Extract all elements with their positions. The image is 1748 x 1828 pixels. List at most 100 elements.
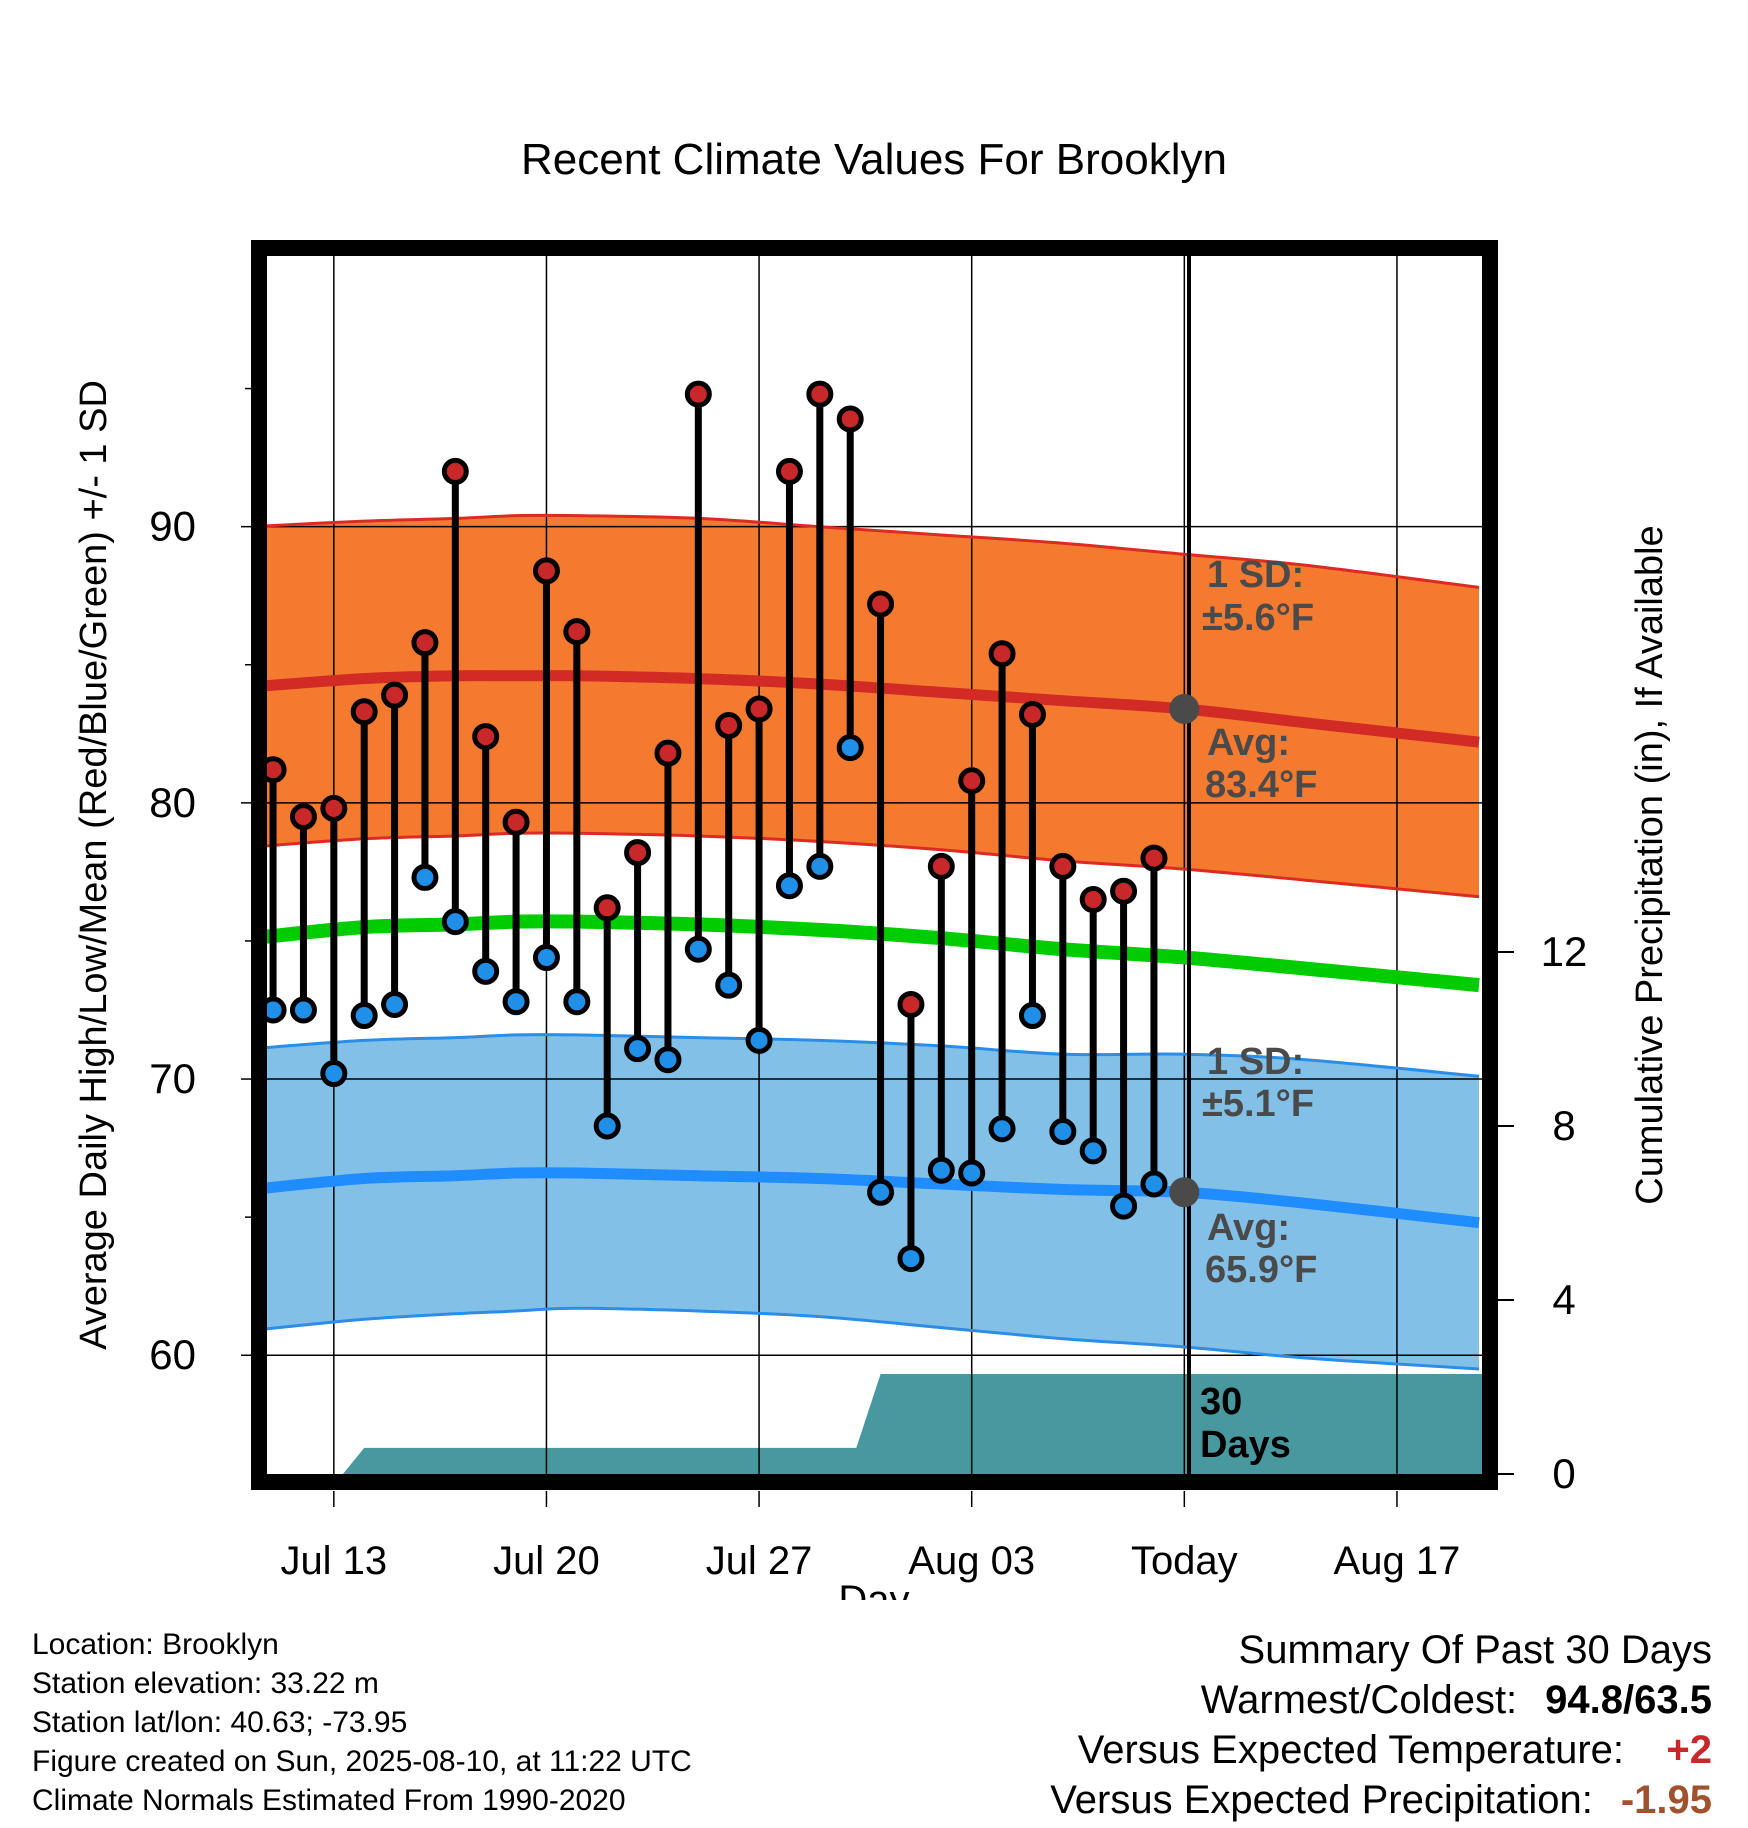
annotations: 1 SD: ±5.6°F Avg: 83.4°F 1 SD: ±5.1°F Av… — [1200, 554, 1317, 1466]
low-point — [1018, 1002, 1046, 1030]
daily-stems — [269, 394, 1158, 1259]
precip-fill — [267, 1374, 1482, 1474]
x-axis-label: Day — [838, 1578, 909, 1600]
high-point — [411, 629, 439, 657]
low-point — [593, 1112, 621, 1140]
y2-tick-label: 12 — [1541, 928, 1588, 975]
days-label-2: Days — [1200, 1424, 1291, 1466]
low-point — [350, 1002, 378, 1030]
low-point — [441, 908, 469, 936]
elevation-text: Station elevation: 33.22 m — [32, 1667, 379, 1700]
created-text: Figure created on Sun, 2025-08-10, at 11… — [32, 1745, 692, 1778]
latlon-text: Station lat/lon: 40.63; -73.95 — [32, 1706, 408, 1739]
y2-axis-ticks: 0 4 8 12 — [1498, 928, 1587, 1497]
high-point — [836, 405, 864, 433]
low-point — [1079, 1137, 1107, 1165]
high-point — [320, 794, 348, 822]
precip-row: Versus Expected Precipitation: -1.95 — [1050, 1778, 1712, 1828]
low-point — [897, 1245, 925, 1273]
high-sd-band — [267, 515, 1479, 897]
high-avg-label: Avg: — [1207, 722, 1290, 764]
y2-tick-label: 0 — [1552, 1450, 1575, 1497]
high-point — [654, 739, 682, 767]
low-point — [320, 1060, 348, 1088]
low-lower-line — [267, 1306, 1480, 1371]
high-point — [624, 839, 652, 867]
low-point — [836, 734, 864, 762]
high-point — [502, 808, 530, 836]
temp-row: Versus Expected Temperature: +2 — [1050, 1728, 1712, 1778]
y2-tick-label: 4 — [1552, 1276, 1575, 1323]
precip-value: -1.95 — [1620, 1778, 1712, 1822]
summary-title: Summary Of Past 30 Days — [1238, 1628, 1712, 1672]
high-point — [684, 380, 712, 408]
low-point — [289, 996, 317, 1024]
daily-dots — [259, 380, 1168, 1273]
y2-tick-label: 8 — [1552, 1102, 1575, 1149]
low-sd-value: ±5.1°F — [1202, 1083, 1314, 1125]
low-avg-value: 65.9°F — [1205, 1249, 1317, 1291]
x-tick-label: Aug 17 — [1334, 1539, 1461, 1583]
high-point — [289, 803, 317, 831]
y-tick-label: 60 — [149, 1331, 196, 1378]
high-point — [715, 712, 743, 740]
low-point — [684, 935, 712, 963]
x-tick-label: Jul 27 — [706, 1539, 813, 1583]
y-axis-ticks: 60 70 80 90 — [149, 387, 251, 1378]
low-point — [988, 1115, 1016, 1143]
low-point — [563, 988, 591, 1016]
low-point — [411, 863, 439, 891]
chart-title: Recent Climate Values For Brooklyn — [521, 135, 1227, 184]
days-label-1: 30 — [1200, 1381, 1242, 1423]
low-sd-label: 1 SD: — [1207, 1041, 1304, 1083]
today-avg-markers — [1169, 693, 1200, 1208]
low-point — [927, 1156, 955, 1184]
high-point — [563, 618, 591, 646]
low-point — [1140, 1170, 1168, 1198]
high-sd-label: 1 SD: — [1207, 554, 1304, 596]
warm-cold-label: Warmest/Coldest: — [1200, 1678, 1518, 1722]
plot-area — [267, 256, 1482, 1474]
x-axis-ticks: Jul 13 Jul 20 Jul 27 Aug 03 Today Aug 17 — [280, 1491, 1460, 1583]
temp-label: Versus Expected Temperature: — [1077, 1728, 1624, 1772]
climate-chart: Recent Climate Values For Brooklyn 1 SD:… — [73, 135, 1671, 1600]
precip-area — [267, 1374, 1482, 1474]
low-point — [867, 1178, 895, 1206]
high-point — [1079, 886, 1107, 914]
high-sd-value: ±5.6°F — [1202, 597, 1314, 639]
plot-frame — [251, 240, 1498, 1490]
location-text: Location: Brooklyn — [32, 1628, 279, 1661]
warm-cold-row: Warmest/Coldest: 94.8/63.5 — [1050, 1678, 1712, 1728]
x-tick-label: Jul 20 — [493, 1539, 600, 1583]
high-point — [441, 457, 469, 485]
y-axis-label: Average Daily High/Low/Mean (Red/Blue/Gr… — [73, 380, 115, 1350]
high-point — [350, 698, 378, 726]
high-point — [381, 681, 409, 709]
high-avg-value: 83.4°F — [1205, 764, 1317, 806]
low-point — [654, 1046, 682, 1074]
y2-axis-label: Cumulative Precipitation (in), If Availa… — [1629, 525, 1671, 1204]
low-point — [1110, 1192, 1138, 1220]
today-low-avg-marker — [1169, 1177, 1200, 1208]
temp-value: +2 — [1666, 1728, 1712, 1772]
mean-normal-line — [267, 914, 1480, 993]
station-info: Location: Brooklyn Station elevation: 33… — [32, 1625, 692, 1820]
low-point — [715, 971, 743, 999]
low-point — [775, 872, 803, 900]
high-point — [593, 894, 621, 922]
low-point — [745, 1026, 773, 1054]
low-avg-label: Avg: — [1207, 1207, 1290, 1249]
low-point — [1049, 1118, 1077, 1146]
high-point — [927, 852, 955, 880]
x-tick-label: Today — [1131, 1539, 1238, 1583]
high-point — [897, 990, 925, 1018]
high-point — [1049, 852, 1077, 880]
summary-panel: Summary Of Past 30 Days Warmest/Coldest:… — [1050, 1628, 1712, 1828]
high-point — [532, 557, 560, 585]
high-point — [1140, 844, 1168, 872]
high-point — [988, 640, 1016, 668]
high-point — [958, 767, 986, 795]
low-point — [472, 957, 500, 985]
high-point — [1018, 700, 1046, 728]
high-point — [806, 380, 834, 408]
